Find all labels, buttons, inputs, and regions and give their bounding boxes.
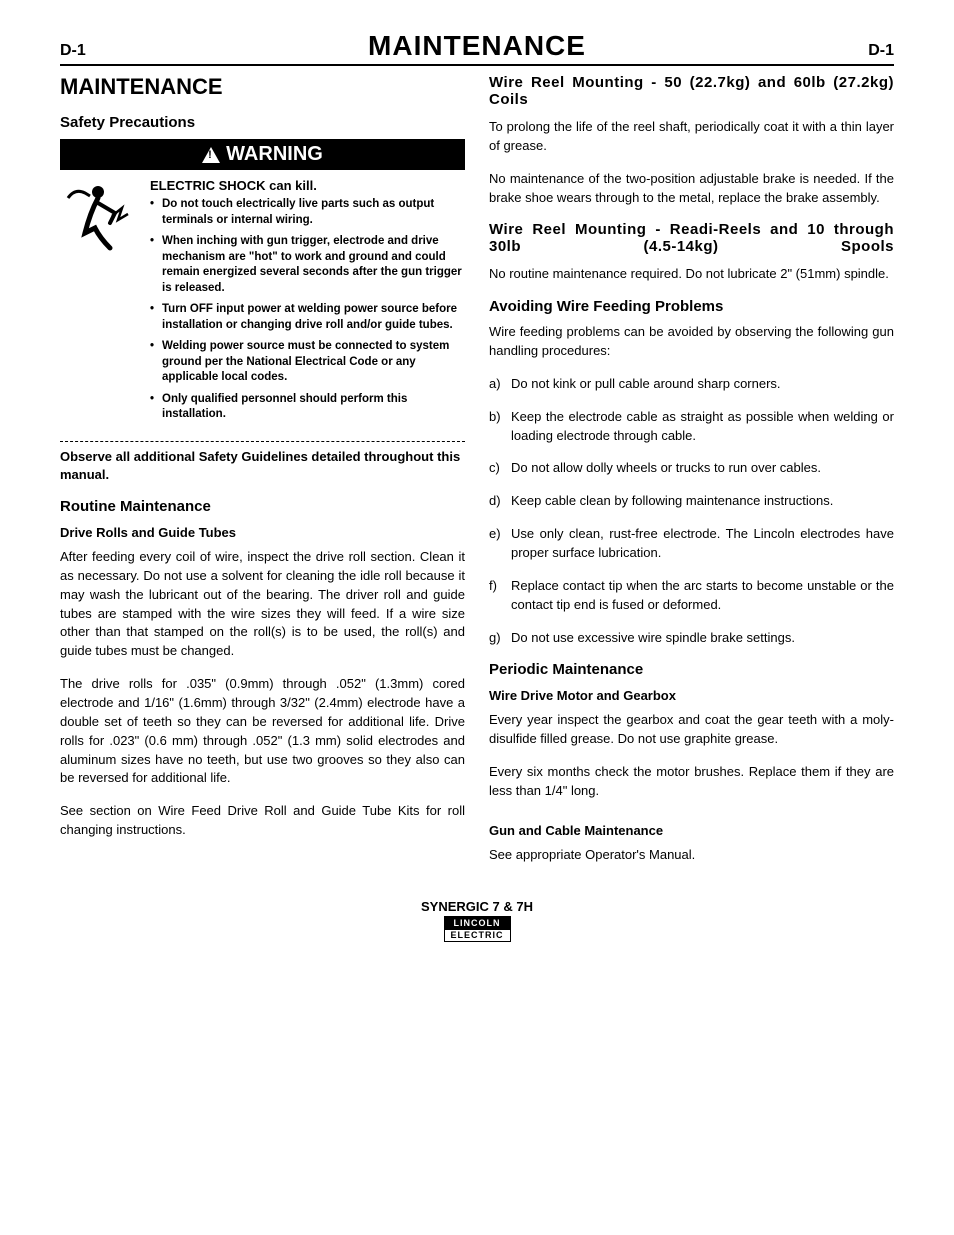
warning-label: WARNING [226, 143, 323, 166]
dashed-divider [60, 441, 465, 442]
body-paragraph: No maintenance of the two-position adjus… [489, 170, 894, 208]
periodic-maintenance-head: Periodic Maintenance [489, 661, 894, 678]
lincoln-logo: LINCOLN ELECTRIC [444, 916, 511, 943]
list-item: b)Keep the electrode cable as straight a… [489, 408, 894, 446]
safety-precautions-head: Safety Precautions [60, 114, 465, 131]
right-column: Wire Reel Mounting - 50 (22.7kg) and 60l… [489, 74, 894, 879]
logo-bottom: ELECTRIC [445, 930, 510, 941]
left-column: MAINTENANCE Safety Precautions WARNING E… [60, 74, 465, 879]
page-corner-right: D-1 [868, 42, 894, 60]
list-item: f)Replace contact tip when the arc start… [489, 577, 894, 615]
body-paragraph: No routine maintenance required. Do not … [489, 265, 894, 284]
warning-list: Do not touch electrically live parts suc… [150, 197, 465, 423]
body-paragraph: See appropriate Operator's Manual. [489, 846, 894, 865]
page-header: D-1 MAINTENANCE D-1 [60, 30, 894, 66]
page-footer: SYNERGIC 7 & 7H LINCOLN ELECTRIC [60, 899, 894, 943]
warning-item: Do not touch electrically live parts suc… [150, 197, 465, 228]
procedure-list: a)Do not kink or pull cable around sharp… [489, 375, 894, 647]
product-name: SYNERGIC 7 & 7H [60, 899, 894, 914]
warning-item: Only qualified personnel should perform … [150, 392, 465, 423]
gun-cable-head: Gun and Cable Maintenance [489, 823, 894, 838]
routine-maintenance-head: Routine Maintenance [60, 498, 465, 515]
page-title: MAINTENANCE [368, 30, 586, 62]
list-item: g)Do not use excessive wire spindle brak… [489, 629, 894, 648]
electric-shock-icon [60, 178, 140, 429]
list-item: c)Do not allow dolly wheels or trucks to… [489, 459, 894, 478]
content-columns: MAINTENANCE Safety Precautions WARNING E… [60, 74, 894, 879]
body-paragraph: Wire feeding problems can be avoided by … [489, 323, 894, 361]
warning-item: Welding power source must be connected t… [150, 339, 465, 386]
list-item: d)Keep cable clean by following maintena… [489, 492, 894, 511]
gearbox-head: Wire Drive Motor and Gearbox [489, 688, 894, 703]
avoiding-problems-head: Avoiding Wire Feeding Problems [489, 298, 894, 315]
observe-note: Observe all additional Safety Guidelines… [60, 448, 465, 484]
body-paragraph: To prolong the life of the reel shaft, p… [489, 118, 894, 156]
body-paragraph: After feeding every coil of wire, inspec… [60, 548, 465, 661]
drive-rolls-head: Drive Rolls and Guide Tubes [60, 525, 465, 540]
shock-heading: ELECTRIC SHOCK can kill. [150, 178, 465, 193]
readi-reel-head: Wire Reel Mounting - Readi-Reels and 10 … [489, 221, 894, 255]
body-paragraph: See section on Wire Feed Drive Roll and … [60, 802, 465, 840]
warning-content: ELECTRIC SHOCK can kill. Do not touch el… [150, 178, 465, 429]
warning-item: Turn OFF input power at welding power so… [150, 302, 465, 333]
reel-50-head: Wire Reel Mounting - 50 (22.7kg) and 60l… [489, 74, 894, 108]
warning-triangle-icon [202, 147, 220, 163]
logo-top: LINCOLN [445, 917, 510, 930]
section-title: MAINTENANCE [60, 74, 465, 100]
body-paragraph: Every year inspect the gearbox and coat … [489, 711, 894, 749]
page-corner-left: D-1 [60, 42, 86, 60]
list-item: e)Use only clean, rust-free electrode. T… [489, 525, 894, 563]
list-item: a)Do not kink or pull cable around sharp… [489, 375, 894, 394]
warning-item: When inching with gun trigger, electrode… [150, 234, 465, 296]
warning-banner: WARNING [60, 139, 465, 170]
warning-body: ELECTRIC SHOCK can kill. Do not touch el… [60, 178, 465, 429]
body-paragraph: Every six months check the motor brushes… [489, 763, 894, 801]
body-paragraph: The drive rolls for .035" (0.9mm) throug… [60, 675, 465, 788]
